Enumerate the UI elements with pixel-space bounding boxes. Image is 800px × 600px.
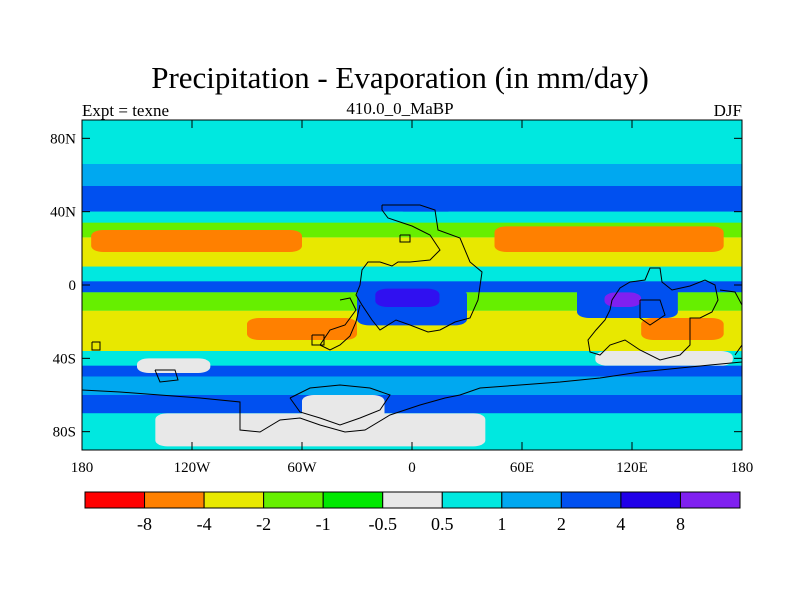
lat-tick-label-3: 40S bbox=[53, 351, 76, 367]
lon-tick-label-6: 180 bbox=[731, 460, 754, 476]
experiment-label: Expt = texne bbox=[82, 101, 170, 120]
contour-patch-9 bbox=[137, 358, 211, 373]
contour-patch-0 bbox=[91, 230, 303, 252]
longitude-axis: 180 120W 60W 0 60E 120E 180 bbox=[71, 120, 754, 476]
colorbar-swatch-2 bbox=[203, 491, 265, 509]
contour-band-3 bbox=[82, 211, 742, 223]
lon-tick-label-2: 60W bbox=[287, 460, 317, 476]
colorbar-swatch-4 bbox=[322, 491, 384, 509]
contour-band-7 bbox=[82, 281, 742, 293]
colorbar-label-0: -8 bbox=[137, 514, 152, 534]
colorbar-swatch-10 bbox=[679, 491, 741, 509]
colorbar-label-5: 0.5 bbox=[431, 514, 454, 534]
latitude-axis: 80N 40N 0 40S 80S bbox=[50, 131, 742, 441]
lat-tick-label-4: 80S bbox=[53, 425, 76, 441]
contour-patch-2 bbox=[247, 318, 357, 340]
season-label: DJF bbox=[713, 101, 742, 120]
contour-patch-7 bbox=[604, 292, 642, 307]
colorbar-label-2: -2 bbox=[256, 514, 271, 534]
lat-tick-label-2: 0 bbox=[69, 278, 77, 294]
contour-fill bbox=[82, 120, 742, 450]
contour-band-13 bbox=[82, 395, 742, 414]
contour-patch-1 bbox=[494, 226, 724, 252]
contour-patch-8 bbox=[393, 193, 458, 212]
colorbar-label-6: 1 bbox=[497, 514, 506, 534]
page-title: Precipitation - Evaporation (in mm/day) bbox=[151, 60, 649, 95]
time-label: 410.0_0_MaBP bbox=[346, 99, 454, 118]
lon-tick-label-5: 120E bbox=[616, 460, 648, 476]
colorbar-label-3: -1 bbox=[316, 514, 331, 534]
lon-tick-label-0: 180 bbox=[71, 460, 94, 476]
colorbar-label-8: 4 bbox=[616, 514, 625, 534]
lon-tick-label-3: 0 bbox=[408, 460, 416, 476]
colorbar-swatch-1 bbox=[144, 491, 205, 509]
lon-tick-label-4: 60E bbox=[510, 460, 534, 476]
colorbar-swatch-9 bbox=[620, 491, 681, 509]
colorbar-swatch-3 bbox=[263, 491, 324, 509]
colorbar: -8 -4 -2 -1 -0.5 0.5 1 2 4 8 bbox=[84, 491, 741, 534]
colorbar-swatch-5 bbox=[382, 491, 443, 509]
colorbar-label-7: 2 bbox=[557, 514, 566, 534]
lat-tick-label-0: 80N bbox=[50, 131, 76, 147]
colorbar-swatch-0 bbox=[84, 491, 146, 509]
contour-patch-12 bbox=[302, 395, 385, 421]
lat-tick-label-1: 40N bbox=[50, 205, 76, 221]
lon-tick-label-1: 120W bbox=[174, 460, 212, 476]
colorbar-swatch-8 bbox=[560, 491, 622, 509]
colorbar-swatch-6 bbox=[441, 491, 503, 509]
contour-patch-3 bbox=[641, 318, 724, 340]
contour-band-1 bbox=[82, 164, 742, 186]
contour-patch-10 bbox=[595, 351, 733, 366]
contour-patch-5 bbox=[375, 288, 440, 307]
colorbar-swatch-7 bbox=[501, 491, 562, 509]
colorbar-label-4: -0.5 bbox=[368, 514, 397, 534]
coastlines bbox=[82, 204, 742, 433]
contour-band-10 bbox=[82, 351, 742, 366]
contour-band-6 bbox=[82, 266, 742, 282]
colorbar-label-1: -4 bbox=[197, 514, 212, 534]
contour-band-12 bbox=[82, 376, 742, 395]
contour-patch-11 bbox=[155, 413, 486, 447]
colorbar-label-9: 8 bbox=[676, 514, 685, 534]
contour-band-11 bbox=[82, 365, 742, 377]
